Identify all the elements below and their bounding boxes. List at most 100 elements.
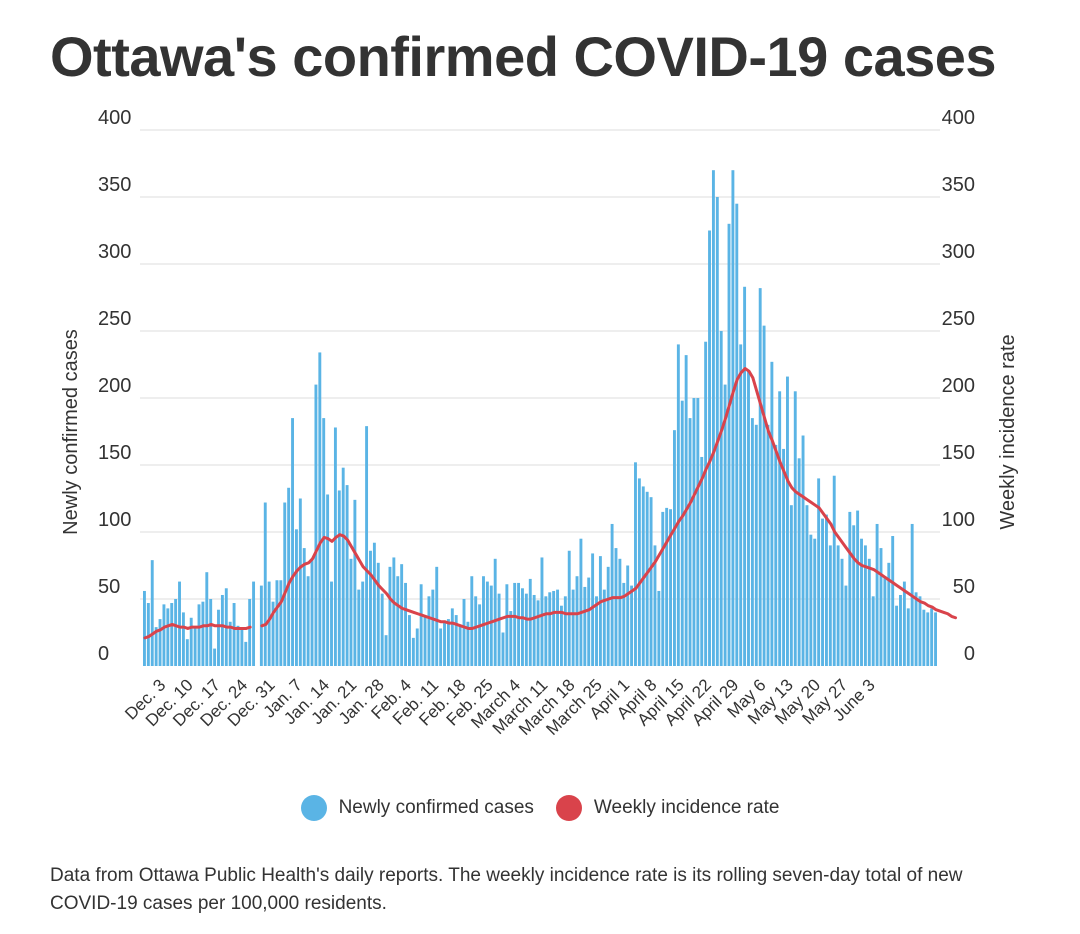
grid-lines [140,129,940,600]
y-axis-label-right: Weekly incidence rate [997,334,1019,529]
case-bar [388,566,392,666]
case-bar [271,601,275,666]
case-bar [466,621,470,666]
legend-item-cases[interactable]: Newly confirmed cases [300,795,534,821]
case-bar [411,637,415,666]
case-bar [739,344,743,666]
bar-series [143,170,937,667]
right-axis-ticks: 0 50 100 150 200 250 300 350 400 [942,107,975,665]
case-bar [934,612,937,666]
case-bar [349,558,353,666]
case-bar [470,576,474,666]
case-bar [840,558,844,666]
case-bar [688,418,692,666]
case-bar [657,590,661,666]
case-bar [610,523,614,666]
source-note: Data from Ottawa Public Health's daily r… [50,865,963,914]
case-bar [879,548,883,666]
y-tick-right: 350 [942,174,975,196]
case-bar [821,518,824,666]
case-bar [926,612,930,666]
case-bar [786,376,789,666]
case-bar [482,576,485,666]
case-bar [248,599,252,666]
case-bar [591,553,595,666]
legend-label-cases: Newly confirmed cases [338,797,534,818]
case-bar [778,391,782,666]
case-bar [680,400,684,666]
case-bar [782,448,786,666]
case-bar [158,619,162,666]
case-bar [423,616,427,666]
case-bar [337,490,341,666]
case-bar [435,566,439,666]
case-bar [774,444,778,666]
y-axis-label-left: Newly confirmed cases [60,329,82,535]
case-bar [236,625,240,666]
case-bar [279,580,283,666]
case-bar [333,427,337,666]
case-bar [419,584,423,666]
case-bar [715,197,719,666]
case-bar [353,499,357,666]
case-bar [696,398,700,666]
y-tick-left: 400 [98,107,131,129]
case-bar [365,426,369,666]
y-tick-right: 150 [942,442,975,464]
case-bar [357,589,361,666]
y-tick-right: 250 [942,308,975,330]
case-bar [813,538,817,666]
case-bar [372,542,376,666]
case-bar [891,536,895,666]
case-bar [649,497,653,666]
case-bar [345,485,349,666]
case-bar [645,491,649,666]
case-bar [754,424,758,666]
case-bar [914,592,918,666]
y-tick-right: 400 [942,107,975,129]
legend-item-incidence[interactable]: Weekly incidence rate [555,795,779,821]
y-tick-left: 200 [98,375,131,397]
case-bar [583,586,587,666]
case-bar [606,566,610,666]
case-bar [544,596,548,666]
legend: Newly confirmed cases Weekly incidence r… [0,795,1080,821]
y-tick-right: 50 [953,576,975,598]
case-bar [474,596,478,666]
case-bar [513,582,517,666]
case-bar [524,593,528,666]
case-bar [637,478,641,666]
case-bar [618,558,622,666]
case-bar [860,538,863,666]
case-bar [793,391,797,666]
case-bar [462,599,466,666]
y-tick-right: 0 [964,643,975,665]
case-bar [676,344,680,666]
case-bar [871,596,875,666]
case-bar [185,639,189,666]
case-bar [322,418,326,666]
case-bar [758,288,762,666]
case-bar [731,170,735,666]
case-bar [509,611,513,666]
case-bar [770,361,774,666]
case-bar [209,599,213,666]
case-bar [193,627,197,666]
case-bar [326,494,330,666]
case-bar [540,557,544,666]
legend-swatch-incidence [555,795,582,821]
case-bar [341,467,345,666]
case-bar [369,550,372,666]
case-bar [559,605,563,666]
case-bar [361,581,365,666]
case-bar [848,511,852,666]
incidence-line-segment [260,367,958,630]
case-bar [750,418,754,666]
case-bar [213,648,217,666]
case-bar [384,635,388,666]
y-tick-left: 100 [98,509,131,531]
case-bar [154,627,158,666]
case-bar [146,603,150,666]
case-bar [181,612,185,666]
